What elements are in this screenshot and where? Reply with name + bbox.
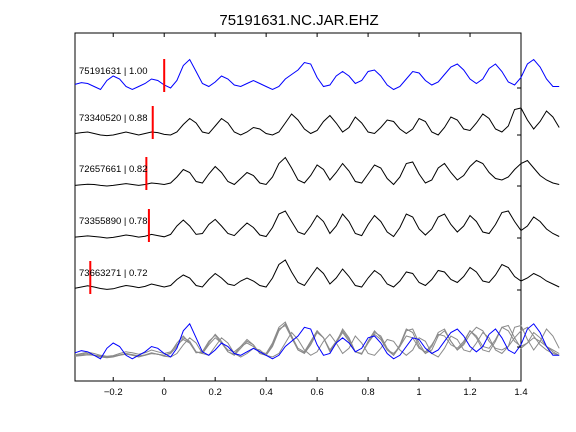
trace-label-3: 72657661 | 0.82 [79,164,148,175]
x-tick-label: 1.2 [463,387,476,398]
trace-line-5 [74,259,560,290]
x-tick-label: 0.6 [311,387,324,398]
x-tick-label: 1 [416,387,421,398]
trace-line-2 [74,107,560,137]
plot-area [74,32,522,382]
overlay-stack [74,321,560,360]
overlay-line-2 [74,324,560,359]
x-tick-label: −0.2 [104,387,123,398]
trace-labels: 75191631 | 1.00 73340520 | 0.88 72657661 |… [79,66,148,279]
pick-markers [89,59,166,294]
traces [74,58,560,291]
trace-label-2: 73340520 | 0.88 [79,113,148,124]
trace-label-5: 73663271 | 0.72 [79,268,148,279]
x-tick-label: 0.2 [209,387,222,398]
x-tick-label: 0 [162,387,167,398]
trace-label-1: 75191631 | 1.00 [79,66,148,77]
x-tick-label: 1.4 [514,387,527,398]
chart-title: 75191631.NC.JAR.EHZ [219,12,378,29]
x-tick-label: 0.4 [260,387,273,398]
x-axis: −0.2 0 0.2 0.4 0.6 0.8 1 1.2 1.4 [104,33,528,398]
trace-line-4 [74,210,560,239]
trace-line-1 [74,58,560,91]
x-tick-label: 0.8 [361,387,374,398]
plot-frame [74,32,522,382]
trace-label-4: 73355890 | 0.78 [79,216,148,227]
overlay-line-1 [74,322,560,360]
trace-line-3 [74,156,560,187]
